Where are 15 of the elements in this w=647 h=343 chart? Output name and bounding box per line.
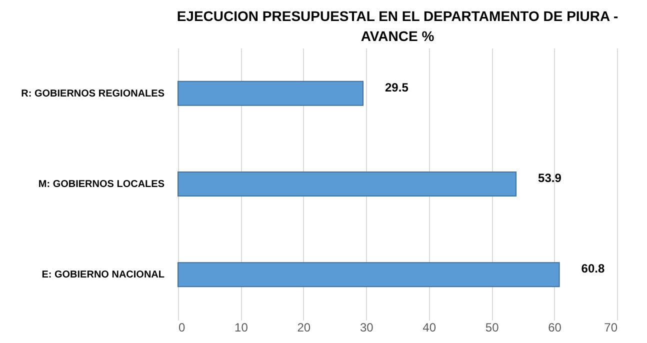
x-tick-label: 0 [178,320,186,334]
x-tick-label: 70 [604,320,618,334]
y-tick-label: E: GOBIERNO NACIONAL [42,270,164,281]
chart-title: EJECUCION PRESUPUESTAL EN EL DEPARTAMENTO DE PIURA - AVANCE % [176,8,618,44]
y-tick-label: M: GOBIERNOS LOCALES [38,179,165,190]
x-tick-label: 60 [548,320,562,334]
data-label: 53.9 [538,171,562,185]
x-tick-label: 40 [422,320,436,334]
data-label: 60.8 [581,262,605,276]
x-tick-label: 10 [234,320,248,334]
y-tick-label: R: GOBIERNOS REGIONALES [21,88,165,100]
x-tick-label: 30 [360,320,374,334]
x-tick-label: 50 [485,320,500,334]
x-tick-label: 20 [297,320,311,334]
data-label: 29.5 [385,80,409,94]
